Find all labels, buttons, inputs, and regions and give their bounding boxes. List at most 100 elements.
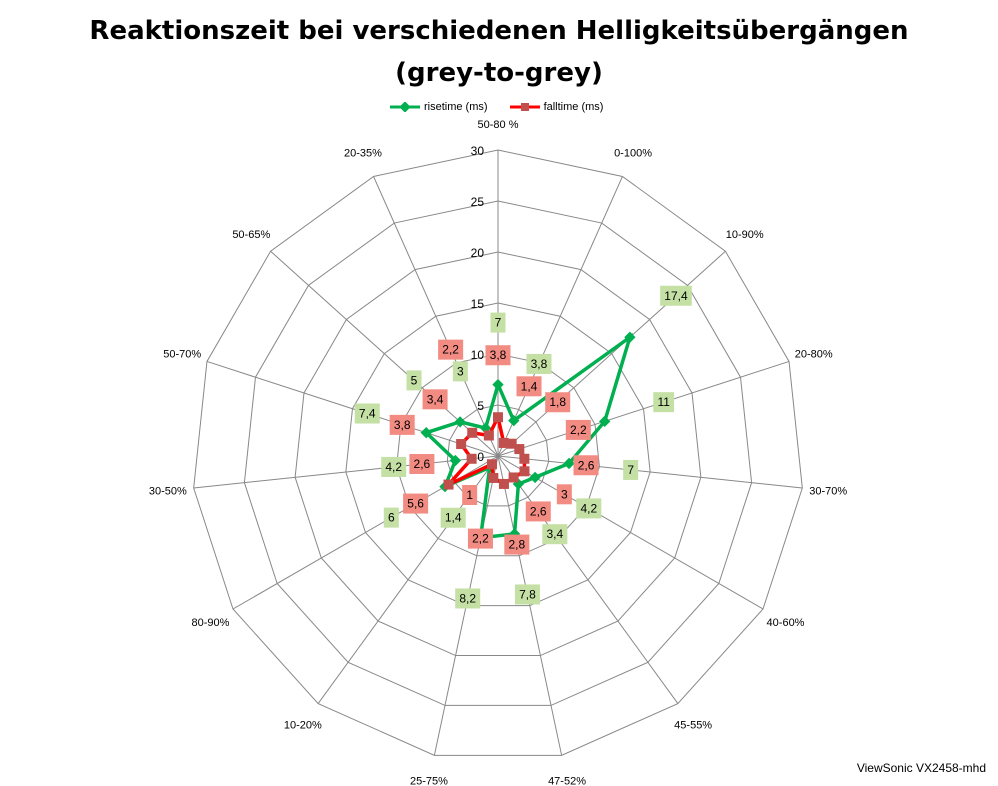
tick-label: 10 — [471, 348, 485, 362]
data-label-bg — [452, 361, 468, 382]
tick-label: 25 — [471, 195, 485, 209]
data-label-bg — [504, 534, 530, 555]
data-label-bg — [542, 524, 568, 545]
grid-spoke — [497, 455, 803, 489]
legend-item-risetime: risetime (ms) — [390, 101, 488, 113]
data-label: 3 — [561, 487, 568, 501]
rise-marker — [563, 457, 575, 470]
data-label: 2,6 — [414, 457, 431, 471]
category-label: 50-70% — [163, 348, 201, 360]
category-label: 50-65% — [232, 229, 270, 241]
fall-marker — [508, 472, 519, 483]
rise-marker — [492, 378, 504, 391]
data-label: 5 — [411, 373, 418, 387]
category-label: 20-80% — [795, 348, 833, 360]
data-label: 7,8 — [519, 587, 536, 601]
grid-ring — [446, 404, 550, 507]
data-label-bg — [573, 455, 599, 476]
fall-marker — [483, 430, 494, 441]
data-label-bg — [490, 312, 506, 333]
grid-ring — [193, 149, 803, 756]
data-label-bg — [455, 588, 481, 609]
data-label-bg — [438, 339, 464, 360]
category-label: 50-80 % — [478, 119, 519, 131]
fall-marker — [466, 453, 477, 464]
rise-legend-icon — [390, 102, 420, 112]
data-label: 7,4 — [359, 407, 376, 421]
data-label-bg — [403, 493, 429, 514]
data-label: 2,8 — [508, 538, 525, 552]
credit-text: ViewSonic VX2458-mhd — [856, 761, 986, 775]
data-label-bg — [406, 370, 422, 391]
data-label: 3 — [457, 364, 464, 378]
data-label-bg — [653, 392, 675, 413]
fall-marker — [467, 427, 478, 438]
grid-spoke — [497, 455, 764, 610]
data-label: 8,2 — [459, 591, 476, 605]
data-label-bg — [440, 507, 466, 528]
grid-spoke — [497, 455, 563, 756]
data-label-bg — [545, 392, 571, 413]
grid-ring — [243, 200, 753, 706]
category-label: 30-50% — [149, 486, 187, 498]
data-label-bg — [516, 376, 542, 397]
data-label-bg — [623, 459, 639, 480]
fall-legend-icon — [509, 103, 540, 111]
grid-spoke — [373, 176, 499, 457]
data-label-bg — [389, 414, 415, 435]
legend-label: falltime (ms) — [543, 101, 604, 113]
data-label: 2,6 — [530, 504, 547, 518]
fall-marker — [493, 412, 503, 423]
grid-spoke — [497, 360, 790, 457]
data-label: 17,4 — [664, 289, 688, 303]
data-label-bg — [354, 403, 380, 424]
data-label: 1,4 — [445, 511, 462, 525]
data-label: 1,8 — [549, 395, 566, 409]
data-label-bg — [467, 528, 493, 549]
data-label-bg — [422, 389, 448, 410]
category-label: 10-20% — [284, 720, 322, 732]
data-label-bg — [383, 507, 399, 528]
category-label: 45-55% — [674, 720, 712, 732]
category-label: 47-52% — [548, 776, 586, 786]
grid-spoke — [497, 176, 623, 457]
data-label-bg — [462, 484, 478, 505]
data-label-bg — [525, 501, 551, 522]
legend: risetime (ms) falltime (ms) — [390, 101, 603, 113]
rise-marker — [599, 415, 611, 427]
tick-label: 30 — [471, 144, 485, 158]
fall-marker — [519, 466, 530, 477]
data-label: 4,2 — [385, 460, 402, 474]
title-line-2: (grey-to-grey) — [395, 58, 603, 88]
data-label-bg — [409, 453, 435, 474]
fall-marker — [498, 478, 509, 489]
fall-marker — [443, 479, 454, 490]
fall-marker — [487, 459, 498, 470]
data-label: 3,8 — [531, 357, 548, 371]
grid-ring — [345, 302, 651, 607]
data-label: 3,8 — [394, 418, 411, 432]
data-label: 6 — [388, 511, 395, 525]
data-label: 2,2 — [442, 343, 459, 357]
data-label-bg — [556, 484, 572, 505]
data-label-bg — [381, 456, 407, 477]
tick-label: 15 — [471, 297, 485, 311]
data-label: 4,2 — [580, 501, 597, 515]
rise-marker — [454, 416, 466, 428]
series-line-0 — [422, 332, 634, 540]
data-label: 1,4 — [521, 379, 538, 393]
data-label: 2,2 — [570, 423, 587, 437]
data-label-bg — [660, 285, 692, 306]
data-label: 7 — [627, 463, 634, 477]
legend-label: risetime (ms) — [424, 101, 488, 113]
grid-spoke — [193, 455, 499, 489]
rise-marker — [449, 454, 462, 467]
data-label: 2,6 — [578, 458, 595, 472]
rise-marker — [420, 427, 432, 439]
tick-label: 5 — [477, 399, 484, 413]
data-label-bg — [576, 498, 602, 519]
data-label-bg — [526, 353, 552, 374]
data-label: 5,6 — [407, 497, 424, 511]
category-label: 30-70% — [809, 486, 847, 498]
